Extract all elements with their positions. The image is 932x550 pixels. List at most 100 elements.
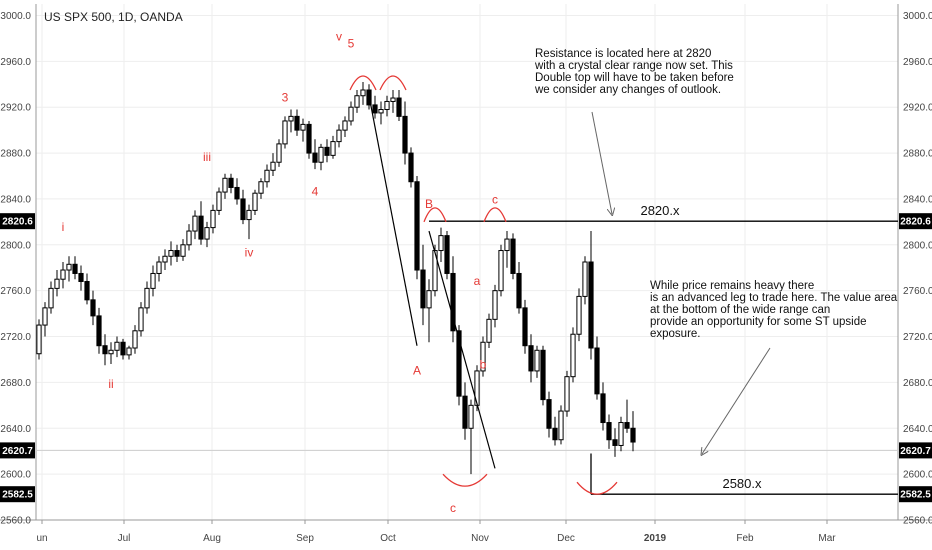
candle-body (306, 123, 312, 154)
y-tick-label-left: 2600.0 (0, 470, 31, 481)
candle-body (408, 152, 414, 183)
level-label: 2580.x (722, 476, 762, 491)
annotation-line: Resistance is located here at 2820 (535, 48, 711, 60)
candle-body (282, 120, 288, 145)
double-top-arc-c (483, 207, 507, 223)
candle-body (330, 141, 336, 156)
candle-body (60, 269, 66, 280)
price-badge-right (899, 442, 932, 459)
candle-body (132, 330, 138, 349)
y-tick-label-right: 2600.0 (903, 470, 932, 481)
candle-body (84, 280, 90, 301)
candle-body (108, 349, 114, 355)
y-tick-label-left: 2560.0 (0, 516, 31, 527)
candle-body (216, 191, 222, 211)
candle-body (258, 181, 264, 194)
y-tick-label-left: 2920.0 (0, 103, 31, 114)
double-bottom-arc-right (576, 481, 618, 495)
y-tick-label-left: 2840.0 (0, 194, 31, 205)
candle-body (396, 97, 402, 117)
candle-body (348, 106, 354, 122)
candle-body (426, 290, 432, 309)
candle-body (150, 272, 156, 289)
candle-body (324, 146, 330, 156)
candle-body (204, 227, 210, 240)
double-top-arc-right (379, 75, 407, 91)
price-badges: 2820.6 2820.6 2620.7 2620.7 2582.5 2582.5 (0, 213, 932, 503)
wave-label: 5 (348, 37, 355, 51)
y-tick-label-right: 2800.0 (903, 240, 932, 251)
annotation-line: is an advanced leg to trade here. The va… (650, 292, 898, 304)
x-tick-label: Dec (557, 533, 575, 544)
y-tick-label-right: 2760.0 (903, 286, 932, 297)
x-tick-label: Sep (296, 533, 314, 544)
wave-label: v (336, 30, 342, 44)
x-tick-label: un (36, 533, 47, 544)
annotation-line: Double top will have to be taken before (535, 72, 734, 84)
axes: 3000.0 3000.0 2960.0 2960.0 2920.0 2920.0 2880… (0, 4, 932, 544)
candle-body (378, 108, 384, 114)
levels: 2820.x 2580.x (36, 203, 898, 495)
y-tick-label-left: 2760.0 (0, 286, 31, 297)
candle-body (192, 215, 198, 232)
y-tick-label-left: 3000.0 (0, 11, 31, 22)
candle-body (492, 290, 498, 320)
price-badge-right-text: 2620.7 (900, 446, 931, 457)
candle-body (300, 123, 306, 131)
x-tick-label: Oct (380, 533, 396, 544)
candle-body (480, 341, 486, 372)
price-badge-left-text: 2820.6 (2, 217, 33, 228)
y-tick-label-left: 2680.0 (0, 378, 31, 389)
level-label: 2820.x (640, 203, 680, 218)
y-tick-label-left: 2640.0 (0, 424, 31, 435)
annotation-line: exposure. (650, 328, 701, 340)
y-tick-label-right: 3000.0 (903, 11, 932, 22)
candle-body (312, 152, 318, 163)
trendline-c (428, 230, 496, 469)
candle-body (66, 263, 72, 271)
candle-body (552, 427, 558, 441)
candle-body (354, 95, 360, 108)
candle-body (384, 100, 390, 110)
price-badge-right-text: 2820.6 (900, 217, 931, 228)
annotation-arrow-top (591, 111, 612, 214)
candle-body (54, 278, 60, 289)
candle-body (594, 347, 600, 395)
y-tick-label-left: 2720.0 (0, 332, 31, 343)
candle-body (534, 349, 540, 372)
candle-body (540, 349, 546, 401)
candle-body (162, 255, 168, 263)
y-tick-label-right: 2640.0 (903, 424, 932, 435)
candle-body (582, 261, 588, 297)
candle-body (402, 115, 408, 154)
wave-label: b (480, 358, 487, 372)
candle-body (144, 287, 150, 309)
candle-body (36, 324, 42, 355)
candle-body (120, 341, 126, 356)
wave-label: 4 (312, 184, 319, 198)
y-tick-label-right: 2920.0 (903, 103, 932, 114)
candle-body (360, 89, 366, 97)
wave-label: ii (108, 377, 113, 391)
y-tick-label-right: 2960.0 (903, 57, 932, 68)
price-badge-left-text: 2582.5 (2, 490, 33, 501)
candle-body (462, 395, 468, 429)
candle-body (486, 318, 492, 343)
candle-body (264, 169, 270, 183)
x-tick-label: Feb (736, 533, 754, 544)
x-tick-label: Mar (818, 533, 836, 544)
x-tick-label: Aug (203, 533, 221, 544)
candle-body (210, 209, 216, 229)
candle-body (102, 345, 108, 355)
price-badge-left (0, 442, 35, 459)
candle-body (252, 192, 258, 211)
candle-body (114, 341, 120, 351)
candle-body (294, 115, 300, 131)
candle-body (186, 230, 192, 246)
candle-body (372, 104, 378, 114)
x-tick-label: Nov (471, 533, 489, 544)
double-top-arc-left (349, 75, 377, 91)
candle-body (96, 315, 102, 347)
